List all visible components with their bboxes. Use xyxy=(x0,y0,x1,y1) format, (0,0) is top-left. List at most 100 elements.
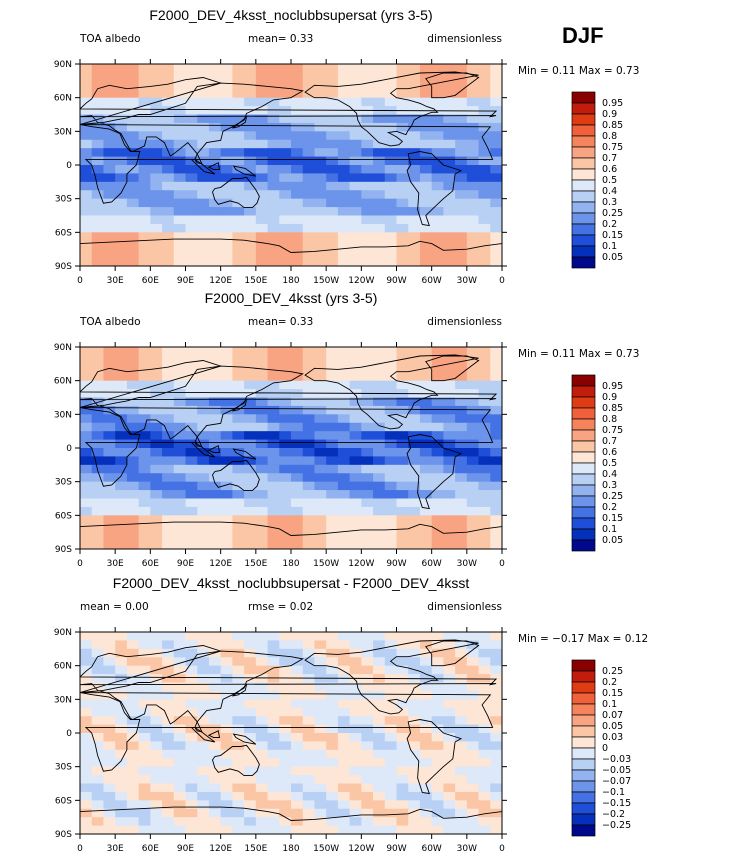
cell xyxy=(185,741,198,751)
cell xyxy=(455,198,468,208)
cell xyxy=(431,131,444,141)
cell xyxy=(291,640,304,650)
cell xyxy=(267,473,280,483)
cell xyxy=(126,532,140,542)
cell xyxy=(466,766,480,776)
cell xyxy=(244,817,257,827)
cell xyxy=(255,523,269,533)
cell xyxy=(431,114,444,124)
cell xyxy=(361,808,374,818)
cell xyxy=(138,783,151,793)
cell xyxy=(162,481,175,491)
cell xyxy=(490,165,502,175)
cell xyxy=(396,372,409,382)
cell xyxy=(373,173,386,183)
cell xyxy=(443,422,456,432)
cell xyxy=(443,207,456,217)
cell xyxy=(431,249,444,259)
cell xyxy=(478,114,491,124)
cell xyxy=(232,439,245,449)
cell xyxy=(80,490,93,500)
cell xyxy=(185,456,198,466)
cell xyxy=(91,657,105,667)
cell xyxy=(279,72,292,82)
cell xyxy=(291,355,304,365)
cell xyxy=(349,97,362,107)
coastline xyxy=(232,733,257,745)
cell xyxy=(244,215,257,225)
cell xyxy=(173,532,187,542)
cell xyxy=(91,791,105,801)
cell xyxy=(244,249,257,259)
cell xyxy=(150,481,163,491)
cell xyxy=(150,540,163,549)
cell xyxy=(185,464,198,474)
cell xyxy=(279,783,292,793)
cell xyxy=(115,632,128,642)
cell xyxy=(173,640,187,650)
cell xyxy=(115,405,128,415)
cell xyxy=(173,347,187,357)
cell xyxy=(80,397,93,407)
cell xyxy=(361,481,374,491)
cell xyxy=(361,414,374,424)
cell xyxy=(326,139,339,149)
cell xyxy=(220,72,233,82)
cell xyxy=(138,741,151,751)
cell xyxy=(91,456,105,466)
colorbar-label: 0.2 xyxy=(602,677,617,688)
colorbar-swatch xyxy=(571,157,596,170)
panel-title: F2000_DEV_4ksst (yrs 3-5) xyxy=(205,290,378,306)
cell xyxy=(466,506,480,516)
cell xyxy=(220,198,233,208)
coastline xyxy=(80,407,494,487)
cell xyxy=(173,363,187,373)
cell xyxy=(337,439,351,449)
cell xyxy=(490,355,502,365)
cell xyxy=(478,791,491,801)
cell xyxy=(255,72,269,82)
cell xyxy=(478,766,491,776)
coastline xyxy=(232,115,248,129)
colorbar-swatch xyxy=(571,429,596,442)
cell xyxy=(361,257,374,266)
cell xyxy=(373,699,386,709)
cell xyxy=(314,758,327,768)
cell xyxy=(349,232,362,242)
cell xyxy=(126,431,140,441)
cell xyxy=(314,523,327,533)
cell xyxy=(431,699,444,709)
cell xyxy=(197,131,210,141)
cell xyxy=(80,473,93,483)
cell xyxy=(384,240,398,250)
cell xyxy=(314,422,327,432)
cell xyxy=(419,758,433,768)
cell xyxy=(267,347,280,357)
cell xyxy=(103,405,116,415)
cell xyxy=(255,741,269,751)
cell xyxy=(384,775,398,785)
cell xyxy=(279,431,292,441)
cell xyxy=(302,72,316,82)
cell xyxy=(103,532,116,542)
cell xyxy=(150,490,163,500)
cell xyxy=(337,532,351,542)
cell xyxy=(443,766,456,776)
cell xyxy=(126,156,140,166)
cell xyxy=(478,648,491,658)
cell xyxy=(373,405,386,415)
cell xyxy=(279,232,292,242)
cell xyxy=(384,749,398,759)
cell xyxy=(431,448,444,458)
cell xyxy=(384,165,398,175)
cell xyxy=(185,532,198,542)
cell xyxy=(173,122,187,132)
cell xyxy=(361,114,374,124)
cell xyxy=(337,456,351,466)
cell xyxy=(490,724,502,734)
cell xyxy=(455,156,468,166)
cell xyxy=(80,355,93,365)
cell xyxy=(115,775,128,785)
cell xyxy=(478,716,491,726)
cell xyxy=(220,791,233,801)
